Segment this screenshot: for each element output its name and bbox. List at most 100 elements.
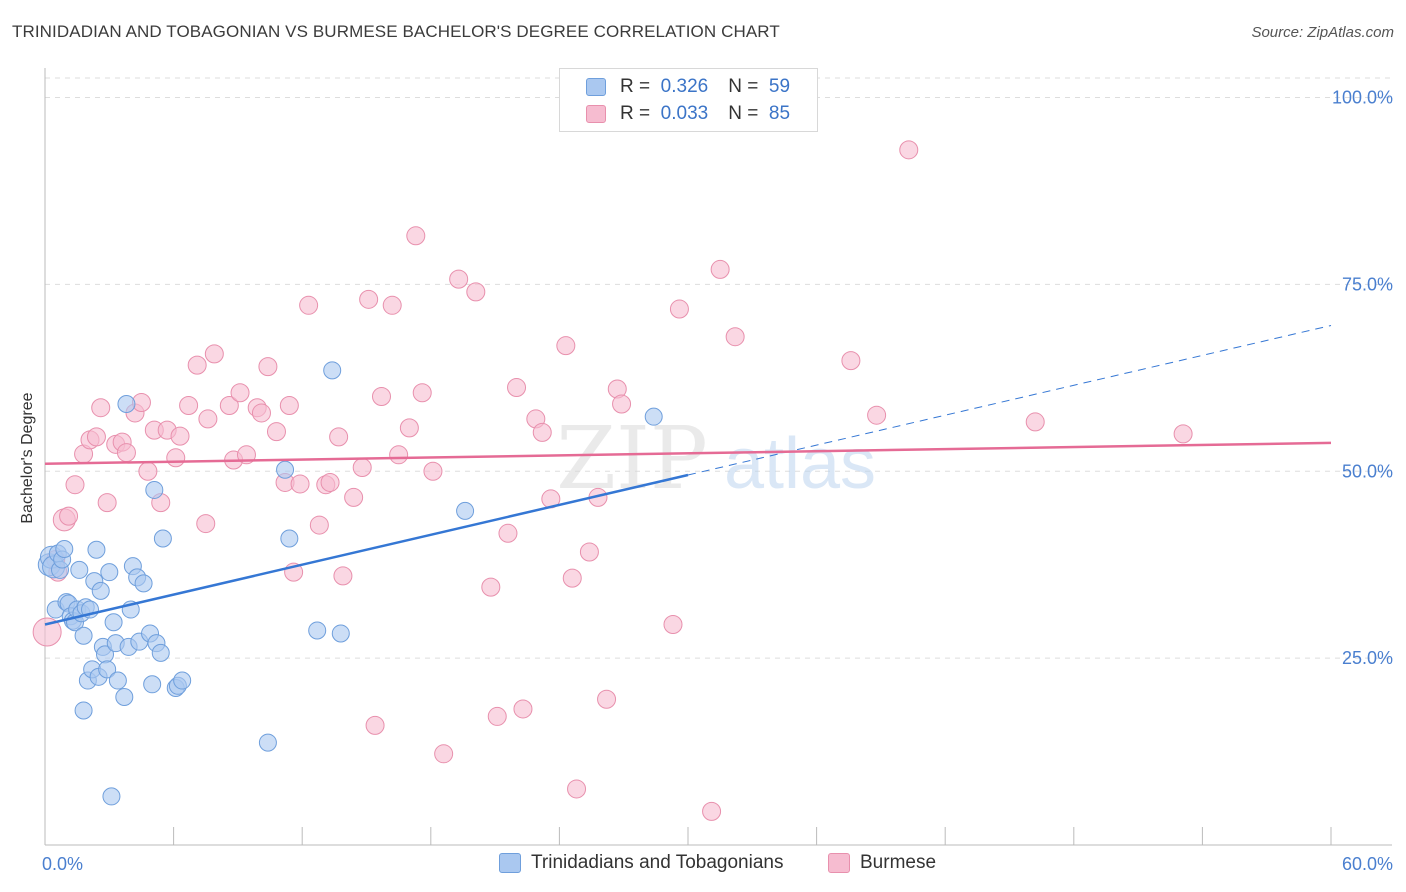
burmese-point (91, 398, 111, 418)
trend-lines (44, 325, 1332, 626)
trinidadian-point (258, 733, 277, 752)
burmese-points (32, 140, 1193, 821)
trinidadian-point (74, 701, 93, 720)
burmese-point (725, 327, 745, 347)
burmese-point (562, 568, 582, 588)
tick-labels: 25.0% 50.0% 75.0% 100.0% 0.0% 60.0% (42, 88, 1393, 875)
legend-n-label: N = (728, 103, 759, 124)
burmese-point (487, 706, 507, 726)
trinidadian-point (55, 539, 74, 558)
y-tick-label: 50.0% (1342, 461, 1393, 481)
bottom-legend-swatch-burmese (828, 853, 850, 873)
trinidadian-points (37, 361, 663, 806)
axes (44, 68, 1392, 846)
burmese-point (196, 514, 216, 534)
burmese-point (187, 355, 207, 375)
legend-swatch-burmese (586, 105, 606, 123)
burmese-point (382, 295, 402, 315)
x-tick-label-min: 0.0% (42, 854, 83, 874)
burmese-point (434, 744, 454, 764)
burmese-point (579, 542, 599, 562)
legend-swatch-trinidadian (586, 78, 606, 96)
legend-n-value: 59 (768, 76, 791, 97)
bottom-legend-swatch-trinidadian (499, 853, 521, 873)
burmese-point (612, 394, 632, 414)
trinidadian-point (153, 529, 172, 548)
trinidadian-point (104, 613, 123, 632)
burmese-point (116, 443, 136, 463)
trinidadian-point (276, 460, 295, 479)
burmese-point (1025, 412, 1045, 432)
legend-n-value: 85 (768, 103, 791, 124)
burmese-point (498, 523, 518, 543)
burmese-point (333, 566, 353, 586)
burmese-point (567, 779, 587, 799)
burmese-point (32, 617, 62, 647)
burmese-point (597, 689, 617, 709)
burmese-point (556, 336, 576, 356)
legend-r-value: 0.033 (660, 103, 709, 124)
trinidadian-point (280, 529, 299, 548)
burmese-point (406, 226, 426, 246)
burmese-point (399, 418, 419, 438)
trinidadian-point (145, 480, 164, 499)
burmese-point (97, 493, 117, 513)
burmese-point (299, 295, 319, 315)
burmese-point (86, 427, 106, 447)
burmese-point (329, 427, 349, 447)
trinidadian-point (331, 624, 350, 643)
trinidadian-trend-line (44, 473, 689, 626)
burmese-point (466, 282, 486, 302)
y-tick-label: 100.0% (1332, 88, 1393, 108)
trinidadian-point (151, 643, 170, 662)
burmese-point (359, 289, 379, 309)
y-tick-label: 25.0% (1342, 648, 1393, 668)
trinidadian-point (108, 671, 127, 690)
trinidadian-point (173, 671, 192, 690)
legend-box: R = 0.326 N = 59 R = 0.033 N = 85 (559, 68, 818, 132)
trinidadian-point (74, 626, 93, 645)
trinidadian-trend-extension (687, 325, 1332, 476)
burmese-point (251, 403, 271, 423)
burmese-point (219, 395, 239, 415)
burmese-point (279, 395, 299, 415)
burmese-point (481, 577, 501, 597)
trinidadian-point (91, 581, 110, 600)
legend-r-label: R = (620, 76, 651, 97)
burmese-point (230, 383, 250, 403)
legend-r-label: R = (620, 103, 651, 124)
burmese-point (710, 259, 730, 279)
source-label: Source: ZipAtlas.com (1251, 24, 1394, 41)
trinidadian-point (456, 501, 475, 520)
trinidadian-point (323, 361, 342, 380)
trinidadian-point (308, 621, 327, 640)
bottom-legend-burmese: Burmese (828, 852, 936, 874)
burmese-point (867, 405, 887, 425)
legend-r-value: 0.326 (660, 76, 709, 97)
burmese-point (179, 395, 199, 415)
burmese-point (532, 422, 552, 442)
burmese-point (170, 426, 190, 446)
burmese-point (352, 458, 372, 478)
trinidadian-point (87, 540, 106, 559)
gridlines (45, 77, 1392, 659)
burmese-point (258, 357, 278, 377)
burmese-point (899, 140, 919, 160)
burmese-trend-line (44, 441, 1332, 466)
trinidadian-point (143, 675, 162, 694)
burmese-point (204, 344, 224, 364)
burmese-point (389, 445, 409, 465)
burmese-point (412, 383, 432, 403)
burmese-point (1173, 424, 1193, 444)
burmese-point (702, 801, 722, 821)
trinidadian-point (98, 660, 117, 679)
chart-title: TRINIDADIAN AND TOBAGONIAN VS BURMESE BA… (12, 22, 780, 41)
legend-n-label: N = (728, 76, 759, 97)
burmese-point (669, 299, 689, 319)
trinidadian-point (644, 407, 663, 426)
burmese-point (138, 461, 158, 481)
bottom-legend-label-burmese: Burmese (860, 852, 937, 873)
burmese-point (166, 448, 186, 468)
burmese-point (59, 506, 79, 526)
trinidadian-point (70, 560, 89, 579)
